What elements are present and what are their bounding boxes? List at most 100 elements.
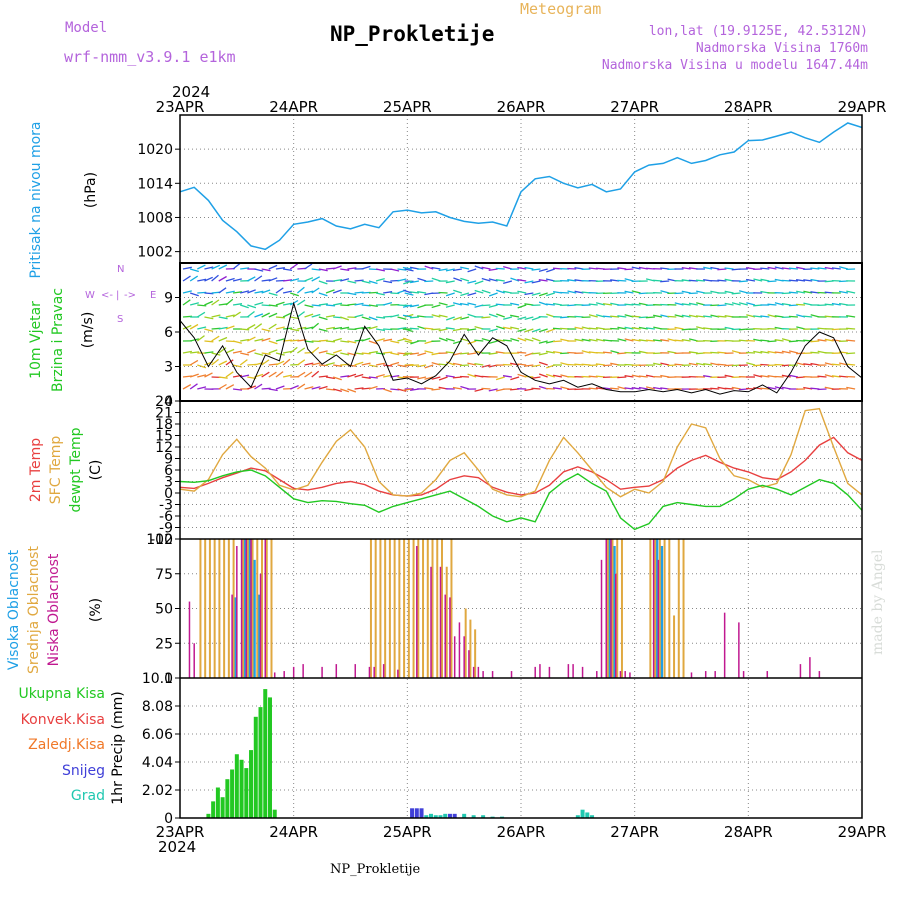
wind-barb bbox=[297, 359, 306, 366]
precip-bar bbox=[580, 809, 585, 818]
wind-barb bbox=[510, 362, 520, 366]
wind-barb bbox=[232, 350, 242, 354]
wind-barb bbox=[297, 371, 306, 378]
wind-barb bbox=[660, 362, 670, 366]
wind-barb bbox=[347, 280, 357, 284]
wind-barb bbox=[588, 375, 598, 378]
wind-barb bbox=[753, 315, 763, 318]
wind-barb bbox=[402, 314, 412, 318]
wind-barb bbox=[383, 351, 393, 354]
wind-barb bbox=[438, 302, 448, 306]
wind-barb bbox=[796, 303, 806, 306]
wind-barb bbox=[617, 338, 627, 342]
wind-barb bbox=[481, 387, 491, 390]
wind-barb bbox=[481, 364, 491, 368]
wind-barb bbox=[774, 375, 784, 378]
wind-barb bbox=[781, 292, 791, 295]
wind-barb bbox=[218, 376, 228, 379]
wind-barb bbox=[218, 347, 227, 354]
wind-barb bbox=[810, 340, 820, 343]
wind-barb bbox=[182, 324, 192, 330]
wind-barb bbox=[552, 340, 562, 343]
wind-barb bbox=[631, 266, 641, 270]
wind-barb bbox=[211, 299, 220, 306]
precip-bar bbox=[225, 779, 230, 818]
wind-barb bbox=[567, 279, 577, 282]
wind-barb bbox=[375, 277, 385, 282]
wind-barb bbox=[531, 387, 541, 390]
wind-barb bbox=[552, 387, 563, 390]
wind-barb bbox=[788, 304, 798, 307]
wind-barb bbox=[645, 386, 656, 390]
wind-barb bbox=[531, 337, 541, 342]
wind-barb bbox=[268, 371, 277, 378]
wind-barb bbox=[674, 302, 684, 306]
wind-barb bbox=[383, 301, 393, 306]
wind-barb bbox=[846, 290, 856, 294]
wind-barb bbox=[275, 326, 285, 330]
temperature-tick-label: 9 bbox=[164, 452, 173, 468]
wind-barb bbox=[846, 314, 856, 318]
wind-barb bbox=[347, 388, 357, 393]
wind-barb bbox=[688, 279, 698, 282]
wind-barb bbox=[445, 304, 455, 308]
wind-barb bbox=[445, 337, 455, 342]
wind-barb bbox=[232, 388, 243, 391]
wind-barb bbox=[467, 280, 477, 284]
wind-barb bbox=[617, 386, 627, 390]
wind-barb bbox=[275, 352, 285, 356]
wind-barb bbox=[390, 388, 400, 391]
wind-barb bbox=[218, 360, 228, 366]
wind-barb bbox=[617, 279, 627, 282]
temperature-tick-label: -6 bbox=[159, 509, 173, 525]
wind-barb bbox=[417, 291, 427, 294]
wind-barb bbox=[817, 291, 827, 294]
wind-barb bbox=[653, 339, 663, 342]
wind-barb bbox=[424, 265, 434, 270]
wind-barb bbox=[332, 388, 342, 393]
wind-barb bbox=[268, 292, 278, 297]
wind-barb bbox=[631, 303, 641, 306]
wind-barb bbox=[724, 290, 734, 294]
wind-barb bbox=[767, 350, 777, 354]
wind-barb bbox=[218, 383, 227, 390]
compass-w: W bbox=[85, 290, 95, 301]
wind-barb bbox=[275, 301, 285, 306]
precip-bar bbox=[585, 812, 590, 818]
wind-barb bbox=[383, 364, 393, 367]
wind-barb bbox=[340, 316, 350, 321]
wind-barb bbox=[767, 303, 777, 306]
wind-barb bbox=[624, 374, 634, 378]
wind-barb bbox=[189, 373, 199, 378]
wind-barb bbox=[254, 268, 264, 272]
wind-barb bbox=[390, 268, 400, 272]
wind-barb bbox=[495, 279, 505, 282]
wind-barb bbox=[218, 264, 228, 270]
wind-barb bbox=[817, 267, 827, 270]
wind-barb bbox=[810, 351, 820, 354]
lonlat-label: lon,lat (19.9125E, 42.5312N) bbox=[648, 24, 868, 39]
cloud-axis-title-2: Srednja Oblacnost bbox=[26, 546, 42, 674]
wind-barb bbox=[517, 279, 527, 282]
wind-barb bbox=[502, 363, 512, 366]
wind-barb bbox=[453, 289, 463, 294]
wind-barb bbox=[524, 316, 534, 321]
wind-barb bbox=[502, 326, 513, 330]
wind-barb bbox=[445, 268, 455, 272]
wind-barb bbox=[225, 359, 234, 366]
wind-barb bbox=[524, 292, 534, 296]
wind-barb bbox=[204, 300, 213, 306]
precip-bar bbox=[215, 787, 220, 818]
wind-barb bbox=[531, 352, 541, 355]
wind-barb bbox=[247, 304, 257, 309]
wind-barb bbox=[268, 304, 278, 307]
wind-barb bbox=[767, 340, 777, 343]
wind-barb bbox=[275, 267, 285, 270]
wind-barb bbox=[204, 276, 213, 282]
wind-barb bbox=[624, 387, 634, 390]
wind-barb bbox=[624, 290, 634, 294]
wind-barb bbox=[645, 339, 655, 342]
wind-barb bbox=[354, 373, 364, 378]
wind-barb bbox=[481, 304, 491, 307]
wind-barb bbox=[788, 279, 798, 282]
